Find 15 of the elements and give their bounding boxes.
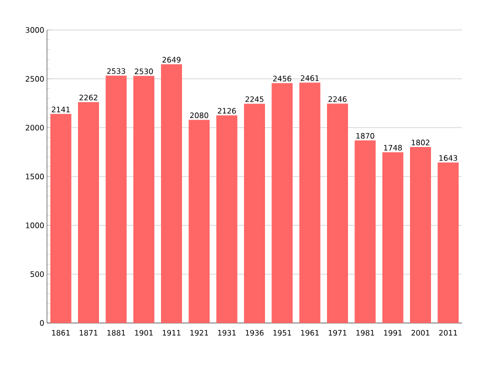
bar bbox=[216, 115, 238, 323]
bar bbox=[354, 140, 376, 323]
bar bbox=[161, 64, 182, 323]
bar bbox=[50, 114, 72, 323]
bar bbox=[272, 83, 293, 323]
bar bbox=[133, 76, 154, 323]
bar bbox=[106, 76, 127, 323]
bar bbox=[438, 162, 459, 323]
bar bbox=[188, 120, 210, 323]
bar bbox=[327, 104, 348, 323]
bar bbox=[410, 147, 432, 323]
bar bbox=[382, 152, 404, 323]
bar bbox=[244, 104, 266, 323]
bar bbox=[78, 102, 99, 323]
bar bbox=[299, 82, 320, 323]
